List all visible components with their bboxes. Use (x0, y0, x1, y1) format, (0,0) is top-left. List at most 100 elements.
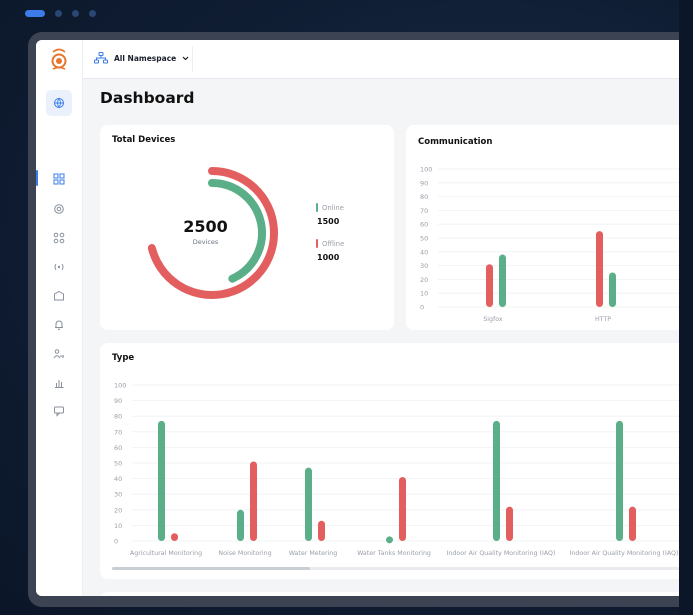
sidebar-item-nodes[interactable] (46, 225, 72, 251)
active-dot (25, 10, 45, 17)
sidebar (36, 78, 83, 596)
dot (89, 10, 96, 17)
y-tick-label: 80 (420, 193, 428, 201)
bar[interactable] (305, 467, 312, 541)
x-tick-label: Noise Monitoring (218, 550, 271, 557)
box-icon (54, 290, 64, 301)
online-arc (208, 179, 266, 283)
message-icon (54, 406, 64, 417)
card-title: Communication (418, 137, 493, 147)
y-tick-label: 10 (420, 290, 428, 298)
x-tick-label: Indoor Air Quality Monitoring (IAQ) (570, 550, 679, 557)
bar[interactable] (499, 254, 506, 307)
y-tick-label: 20 (114, 506, 122, 514)
bar[interactable] (493, 420, 500, 541)
y-tick-label: 10 (114, 522, 122, 530)
y-tick-label: 90 (114, 397, 122, 405)
communication-card: Communication 100 90 80 70 60 50 40 30 20 10 0 Sigf… (406, 125, 693, 330)
x-tick-label: Water Metering (289, 550, 338, 557)
bar[interactable] (596, 231, 603, 307)
y-tick-label: 30 (114, 491, 122, 499)
page-title: Dashboard (100, 89, 195, 107)
bar[interactable] (171, 533, 178, 541)
globe-icon (54, 98, 64, 109)
bar[interactable] (386, 536, 393, 544)
logo-icon (51, 48, 67, 70)
sidebar-item-box[interactable] (46, 283, 72, 309)
bar[interactable] (506, 506, 513, 541)
divider (192, 46, 193, 72)
scrollbar-thumb[interactable] (112, 567, 310, 570)
legend-value: 1000 (317, 253, 340, 262)
legend-offline: Offline (316, 239, 344, 248)
y-tick-label: 50 (114, 460, 122, 468)
y-tick-label: 50 (420, 235, 428, 243)
y-tick-label: 70 (420, 207, 428, 215)
bar[interactable] (250, 461, 257, 541)
total-devices-card: Total Devices 2500 Devices Online 1500 O… (100, 125, 394, 330)
bar[interactable] (486, 264, 493, 307)
dot (72, 10, 79, 17)
broadcast-icon (54, 263, 64, 271)
y-tick-label: 100 (114, 382, 126, 390)
legend-label: Offline (322, 239, 345, 248)
devices-donut (147, 167, 278, 299)
sidebar-item-users[interactable] (46, 341, 72, 367)
legend-swatch (316, 203, 318, 212)
x-tick-label: Water Tanks Monitoring (357, 550, 431, 557)
nodes-icon (53, 232, 65, 244)
app-screen: All Namespace (36, 40, 693, 596)
network-icon (94, 52, 108, 64)
namespace-label: All Namespace (114, 53, 177, 63)
bar[interactable] (616, 420, 623, 541)
sidebar-item-reports[interactable] (46, 370, 72, 396)
legend-online: Online (316, 203, 344, 212)
bar[interactable] (318, 520, 325, 541)
sidebar-item-settings[interactable] (46, 196, 72, 222)
bar[interactable] (629, 506, 636, 541)
y-tick-label: 100 (420, 166, 432, 174)
chevron-down-icon (182, 56, 189, 60)
grid-icon (53, 173, 65, 185)
sidebar-item-dashboard[interactable] (46, 166, 72, 192)
legend-label: Online (322, 203, 344, 212)
top-bar: All Namespace (36, 40, 693, 79)
offline-arc (147, 167, 278, 299)
card-title: Total Devices (112, 135, 176, 145)
y-tick-label: 40 (114, 475, 122, 483)
legend-value: 1500 (317, 217, 340, 226)
y-tick-label: 60 (420, 221, 428, 229)
y-tick-label: 0 (114, 538, 118, 546)
window-dots (25, 10, 96, 17)
y-tick-label: 40 (420, 248, 428, 256)
sidebar-item-broadcast[interactable] (46, 254, 72, 280)
legend-swatch (316, 239, 318, 248)
bell-icon (55, 320, 63, 331)
sidebar-item-globe[interactable] (46, 90, 72, 116)
y-tick-label: 60 (114, 444, 122, 452)
devices-total: 2500 (183, 217, 228, 236)
bar[interactable] (237, 509, 244, 541)
active-indicator (36, 170, 38, 186)
user-key-icon (53, 349, 64, 359)
sidebar-item-alerts[interactable] (46, 312, 72, 338)
bar-chart-icon (55, 380, 64, 388)
bar[interactable] (158, 420, 165, 541)
y-tick-label: 80 (114, 413, 122, 421)
bar[interactable] (399, 477, 406, 541)
x-tick-label: Sigfox (483, 316, 503, 323)
logo[interactable] (36, 40, 83, 78)
namespace-selector[interactable]: All Namespace (94, 52, 189, 64)
y-tick-label: 30 (420, 262, 428, 270)
y-tick-label: 70 (114, 428, 122, 436)
horizontal-scrollbar[interactable] (112, 567, 692, 570)
bar[interactable] (609, 272, 616, 308)
next-card (100, 592, 693, 596)
y-tick-label: 0 (420, 304, 424, 312)
x-tick-label: Indoor Air Quality Monitoring (IAQ) (447, 550, 556, 557)
sidebar-item-messages[interactable] (46, 398, 72, 424)
x-tick-label: Agricultural Monitoring (130, 550, 202, 557)
edge-mask (679, 0, 693, 615)
